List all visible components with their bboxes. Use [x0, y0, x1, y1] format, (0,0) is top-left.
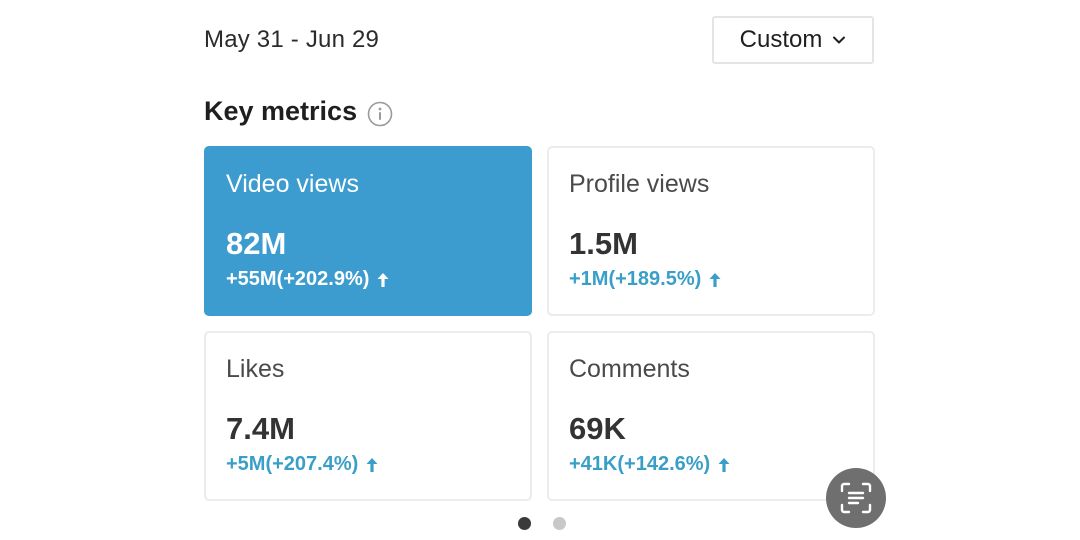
metric-delta-text: +41K(+142.6%): [569, 453, 711, 475]
metric-card-comments[interactable]: Comments 69K +41K(+142.6%): [547, 331, 875, 501]
arrow-up-icon: [718, 457, 730, 472]
arrow-up-icon: [366, 457, 378, 472]
dropdown-label: Custom: [739, 26, 823, 53]
metric-delta: +55M(+202.9%): [226, 268, 389, 291]
section-title: Key metrics: [204, 96, 358, 126]
metric-delta-text: +55M(+202.9%): [226, 268, 370, 290]
metric-title: Video views: [226, 170, 359, 198]
date-range-label: May 31 - Jun 29: [204, 26, 380, 53]
page-dot-1[interactable]: [518, 517, 531, 530]
text-scan-icon: [840, 482, 872, 514]
chevron-down-icon: [833, 36, 846, 44]
metric-title: Profile views: [569, 170, 710, 198]
metric-delta-text: +5M(+207.4%): [226, 453, 359, 475]
metric-value: 7.4M: [226, 411, 295, 446]
metric-delta: +41K(+142.6%): [569, 453, 730, 476]
date-range-dropdown[interactable]: Custom: [712, 16, 874, 64]
page-dot-2[interactable]: [553, 517, 566, 530]
text-scan-button[interactable]: [826, 468, 886, 528]
metric-card-video-views[interactable]: Video views 82M +55M(+202.9%): [204, 146, 532, 316]
arrow-up-icon: [377, 272, 389, 287]
metric-title: Comments: [569, 355, 690, 383]
metric-value: 82M: [226, 226, 287, 261]
metric-title: Likes: [226, 355, 285, 383]
metric-card-likes[interactable]: Likes 7.4M +5M(+207.4%): [204, 331, 532, 501]
page-indicator: [518, 517, 566, 530]
arrow-up-icon: [709, 272, 721, 287]
metric-delta: +1M(+189.5%): [569, 268, 721, 291]
info-icon[interactable]: [367, 101, 393, 127]
metric-delta-text: +1M(+189.5%): [569, 268, 702, 290]
metric-value: 1.5M: [569, 226, 638, 261]
key-metrics-header: Key metrics: [204, 96, 393, 127]
metric-card-profile-views[interactable]: Profile views 1.5M +1M(+189.5%): [547, 146, 875, 316]
metric-delta: +5M(+207.4%): [226, 453, 378, 476]
metric-value: 69K: [569, 411, 626, 446]
